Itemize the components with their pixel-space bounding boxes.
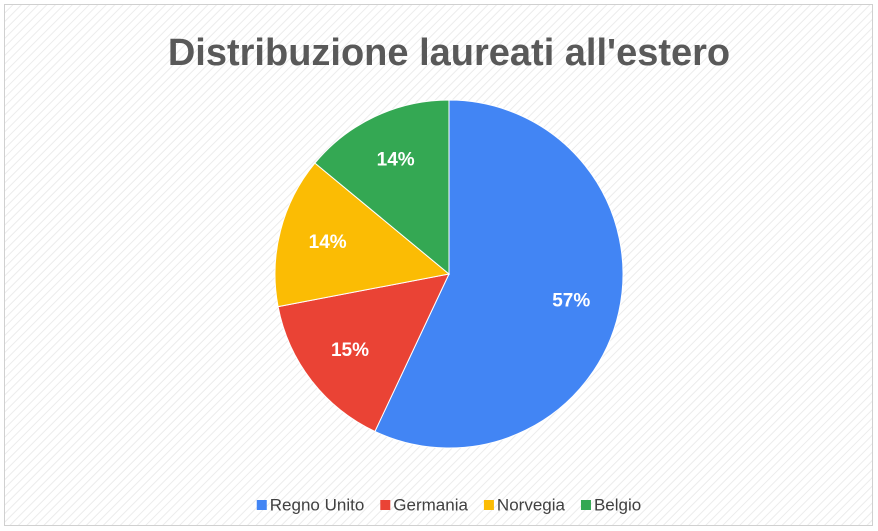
legend-label: Norvegia — [497, 495, 566, 514]
legend-marker — [256, 500, 267, 510]
legend-label: Regno Unito — [270, 495, 365, 514]
pie-slice — [274, 162, 451, 308]
legend-label: Belgio — [594, 495, 641, 514]
pie-slice — [374, 99, 624, 449]
slice-label: 57% — [552, 290, 590, 311]
legend-marker — [580, 500, 591, 510]
slice-label: 14% — [309, 232, 347, 253]
legend-label: Germania — [393, 495, 468, 514]
chart-title: Distribuzione laureati all'estero — [168, 32, 730, 74]
pie-slice — [314, 99, 450, 276]
slice-label: 14% — [377, 150, 415, 171]
legend-marker — [483, 500, 494, 510]
pie: 57% 15% 14% 14% — [274, 99, 624, 449]
legend: Regno Unito Germania Norvegia Belgio — [256, 495, 641, 514]
pie-slice — [277, 273, 450, 433]
legend-marker — [380, 500, 391, 510]
slice-label: 15% — [331, 340, 369, 361]
